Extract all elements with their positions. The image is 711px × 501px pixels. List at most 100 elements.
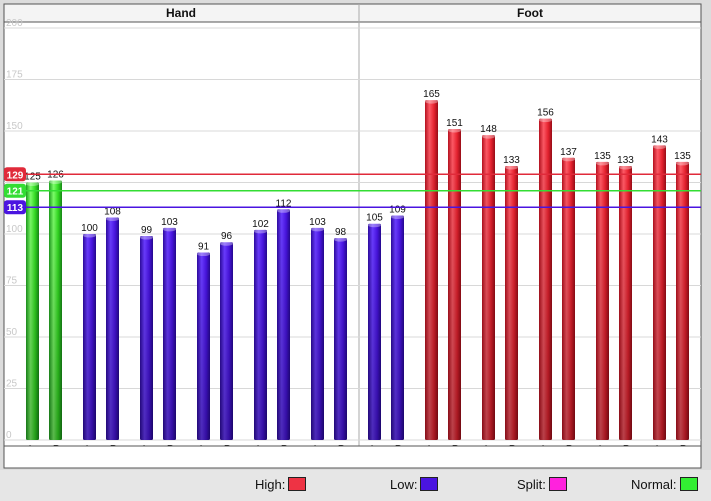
bar-shade bbox=[425, 100, 438, 440]
bar-value-label: 98 bbox=[335, 227, 347, 238]
bar-cap bbox=[653, 144, 666, 149]
legend-swatch-normal bbox=[679, 477, 698, 491]
legend-item-low: Low: bbox=[390, 475, 439, 493]
reference-badge bbox=[4, 200, 26, 215]
y-tick-label: 75 bbox=[6, 276, 18, 287]
bars: 1251261001089910391961021121039810510916… bbox=[24, 89, 691, 441]
bar-cap bbox=[254, 229, 267, 234]
y-tick-label: 50 bbox=[6, 327, 18, 338]
bar-cap bbox=[482, 134, 495, 139]
legend-label-high: High: bbox=[255, 476, 286, 492]
legend-item-normal: Normal: bbox=[631, 475, 698, 493]
legend-label-split: Split: bbox=[517, 476, 546, 492]
bar-value-label: 137 bbox=[560, 147, 577, 158]
reference-lines: 129 121 113 bbox=[4, 167, 701, 215]
bar-value-label: 100 bbox=[81, 223, 98, 234]
bar-value-label: 135 bbox=[594, 151, 611, 162]
legend-label-low: Low: bbox=[390, 476, 418, 492]
bar-shade bbox=[448, 128, 461, 440]
bar-shade bbox=[562, 157, 575, 440]
bar-shade bbox=[163, 227, 176, 440]
bar-shade bbox=[106, 217, 119, 440]
bar-value-label: 103 bbox=[161, 217, 178, 228]
y-tick-label: 200 bbox=[6, 18, 23, 29]
bar-cap bbox=[220, 241, 233, 246]
bar-shade bbox=[220, 242, 233, 440]
legend-swatch-high bbox=[288, 477, 307, 491]
bar-cap bbox=[277, 208, 290, 213]
bar-shade bbox=[311, 227, 324, 440]
panel-label-hand: Hand bbox=[166, 6, 196, 20]
bar-cap bbox=[505, 165, 518, 170]
y-tick-label: 0 bbox=[6, 430, 12, 441]
bar-value-label: 99 bbox=[141, 225, 153, 236]
legend-label-normal: Normal: bbox=[631, 476, 677, 492]
bar-value-label: 109 bbox=[389, 204, 406, 215]
bar-cap bbox=[83, 233, 96, 238]
y-tick-label: 100 bbox=[6, 224, 23, 235]
bar-value-label: 143 bbox=[651, 134, 668, 145]
bar-value-label: 112 bbox=[276, 198, 292, 209]
bar-shade bbox=[391, 215, 404, 440]
reference-badge bbox=[4, 183, 26, 198]
bar-value-label: 156 bbox=[537, 108, 554, 119]
bar-value-label: 96 bbox=[221, 231, 233, 242]
bar-value-label: 148 bbox=[480, 124, 497, 135]
y-tick-label: 175 bbox=[6, 70, 23, 81]
bar-value-label: 108 bbox=[104, 207, 121, 218]
bar-shade bbox=[26, 182, 39, 440]
bar-value-label: 105 bbox=[366, 213, 383, 224]
bar-value-label: 103 bbox=[309, 217, 326, 228]
reference-badge-label: 113 bbox=[7, 203, 24, 214]
bar-cap bbox=[596, 161, 609, 166]
bar-shade bbox=[49, 180, 62, 440]
bar-shade bbox=[596, 161, 609, 440]
bar-value-label: 133 bbox=[617, 155, 634, 166]
bar-value-label: 91 bbox=[198, 242, 210, 253]
bar-value-label: 125 bbox=[24, 172, 41, 183]
bar-shade bbox=[539, 118, 552, 440]
bar-value-label: 133 bbox=[503, 155, 520, 166]
bar-cap bbox=[448, 128, 461, 133]
bar-shade bbox=[277, 209, 290, 440]
grid-lines: 0 25 50 75 100 125 150 175 200 bbox=[4, 18, 701, 441]
bar-shade bbox=[140, 236, 153, 440]
reference-badge bbox=[4, 167, 26, 182]
y-tick-label: 150 bbox=[6, 121, 23, 132]
bar-cap bbox=[676, 161, 689, 166]
bar-cap bbox=[562, 157, 575, 162]
bar-value-label: 135 bbox=[674, 151, 691, 162]
reference-badge-label: 129 bbox=[7, 170, 24, 181]
bar-shade bbox=[619, 166, 632, 440]
bar-cap bbox=[26, 182, 39, 186]
bar-shade bbox=[505, 166, 518, 440]
bar-cap bbox=[368, 223, 381, 228]
panel-header-band bbox=[3, 3, 702, 23]
bar-shade bbox=[83, 234, 96, 440]
bar-cap bbox=[425, 99, 438, 104]
legend-swatch-low bbox=[420, 477, 439, 491]
bar-cap bbox=[106, 217, 119, 222]
bar-shade bbox=[254, 229, 267, 440]
x-axis-strip bbox=[3, 445, 702, 469]
bar-cap bbox=[163, 227, 176, 232]
panel-label-foot: Foot bbox=[517, 6, 543, 20]
bar-shade bbox=[482, 135, 495, 440]
bar-cap bbox=[619, 165, 632, 170]
bar-cap bbox=[334, 237, 347, 242]
legend: High: Low: Split: Normal: bbox=[0, 470, 711, 501]
bar-shade bbox=[334, 238, 347, 440]
bar-value-label: 165 bbox=[423, 89, 440, 100]
reference-badge-label: 121 bbox=[7, 187, 24, 198]
legend-swatch-split bbox=[548, 477, 567, 491]
bar-cap bbox=[311, 227, 324, 232]
bar-value-label: 102 bbox=[252, 219, 269, 230]
bar-cap bbox=[140, 235, 153, 240]
legend-item-split: Split: bbox=[517, 475, 567, 493]
bar-shade bbox=[197, 252, 210, 440]
bar-shade bbox=[653, 145, 666, 441]
bar-shade bbox=[368, 223, 381, 440]
y-tick-label: 25 bbox=[6, 379, 18, 390]
bar-cap bbox=[539, 118, 552, 123]
